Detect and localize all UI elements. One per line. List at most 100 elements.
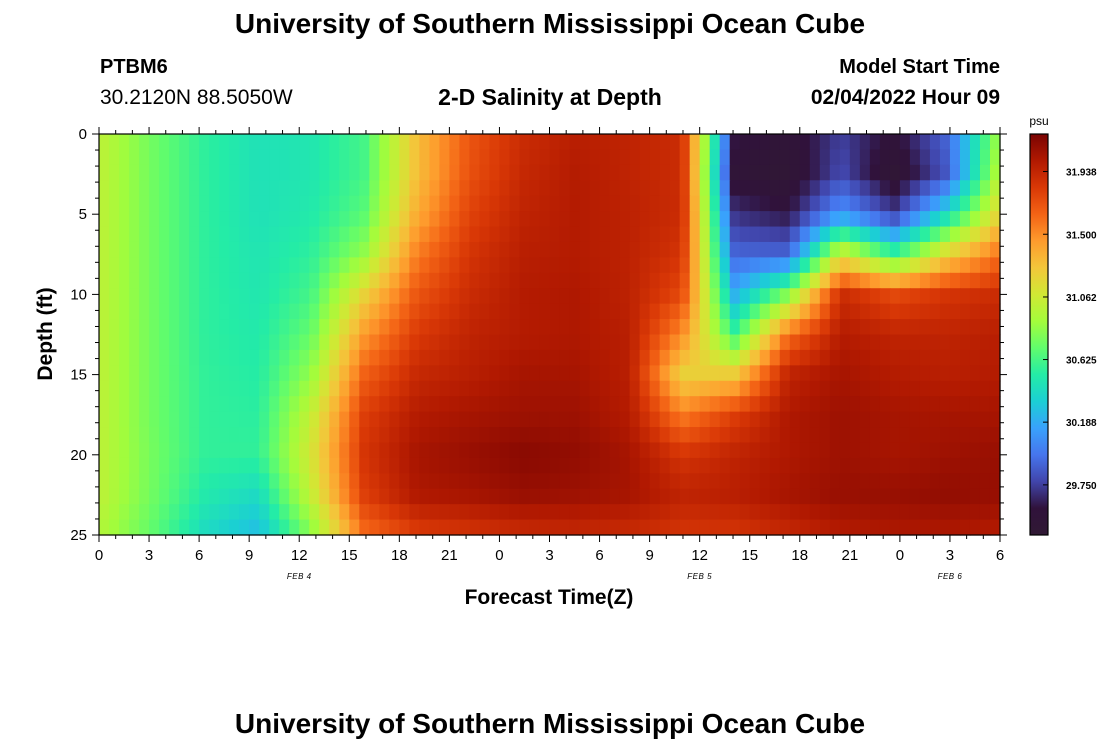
heatmap-cell [659, 411, 671, 428]
heatmap-cell [719, 272, 731, 289]
heatmap-cell [279, 442, 290, 459]
heatmap-cell [799, 457, 811, 474]
heatmap-cell [839, 396, 851, 413]
heatmap-cell [149, 349, 160, 366]
heatmap-cell [909, 257, 921, 274]
heatmap-cell [859, 195, 871, 212]
heatmap-cell [169, 457, 180, 474]
heatmap-cell [839, 272, 851, 289]
heatmap-cell [759, 396, 771, 413]
heatmap-cell [809, 303, 821, 320]
heatmap-cell [299, 488, 310, 505]
heatmap-cell [99, 149, 110, 166]
heatmap-cell [659, 303, 671, 320]
heatmap-cell [479, 396, 491, 413]
heatmap-cell [629, 349, 641, 366]
heatmap-cell [569, 180, 581, 197]
heatmap-cell [469, 504, 481, 521]
heatmap-cell [719, 303, 731, 320]
heatmap-cell [549, 303, 561, 320]
heatmap-cell [689, 442, 701, 459]
heatmap-cell [549, 457, 561, 474]
heatmap-cell [119, 442, 130, 459]
heatmap-cell [439, 519, 450, 536]
heatmap-cell [419, 504, 430, 521]
heatmap-cell [409, 473, 420, 490]
heatmap-cell [129, 180, 140, 197]
heatmap-cell [259, 519, 270, 536]
heatmap-cell [719, 349, 731, 366]
heatmap-cell [679, 164, 691, 181]
heatmap-cell [589, 365, 601, 382]
heatmap-cell [179, 473, 190, 490]
heatmap-cell [279, 334, 290, 351]
heatmap-cell [809, 164, 821, 181]
heatmap-cell [649, 149, 661, 166]
heatmap-cell [119, 180, 130, 197]
heatmap-cell [919, 427, 931, 444]
heatmap-cell [749, 226, 761, 243]
heatmap-cell [649, 288, 661, 305]
heatmap-cell [189, 226, 200, 243]
heatmap-cell [369, 195, 380, 212]
heatmap-cell [899, 134, 911, 151]
heatmap-cell [729, 442, 741, 459]
heatmap-cell [559, 427, 571, 444]
heatmap-cell [279, 149, 290, 166]
heatmap-cell [839, 488, 851, 505]
heatmap-cell [979, 241, 991, 258]
heatmap-cell [979, 334, 991, 351]
heatmap-cell [889, 519, 901, 536]
heatmap-cell [559, 473, 571, 490]
heatmap-cell [489, 134, 501, 151]
heatmap-cell [919, 411, 931, 428]
heatmap-cell [689, 473, 701, 490]
heatmap-cell [779, 349, 791, 366]
heatmap-cell [219, 134, 230, 151]
heatmap-cell [499, 411, 511, 428]
heatmap-cell [469, 211, 481, 228]
heatmap-cell [469, 149, 481, 166]
heatmap-cell [969, 442, 981, 459]
heatmap-cell [979, 226, 991, 243]
heatmap-cell [529, 427, 541, 444]
heatmap-cell [899, 164, 911, 181]
heatmap-cell [249, 241, 260, 258]
heatmap-cell [279, 504, 290, 521]
heatmap-cell [699, 288, 711, 305]
heatmap-cell [569, 488, 581, 505]
heatmap-cell [529, 257, 541, 274]
heatmap-cell [419, 319, 430, 336]
heatmap-cell [429, 349, 440, 366]
heatmap-cell [179, 319, 190, 336]
heatmap-cell [189, 504, 200, 521]
heatmap-cell [759, 211, 771, 228]
heatmap-cell [329, 149, 340, 166]
heatmap-cell [409, 303, 420, 320]
heatmap-cell [609, 319, 621, 336]
heatmap-cell [849, 411, 861, 428]
heatmap-cell [139, 241, 150, 258]
heatmap-cell [799, 488, 811, 505]
heatmap-cell [99, 365, 110, 382]
heatmap-cell [129, 257, 140, 274]
heatmap-cell [269, 427, 280, 444]
heatmap-cell [889, 349, 901, 366]
heatmap-cell [949, 396, 961, 413]
heatmap-cell [389, 519, 400, 536]
heatmap-cell [879, 365, 891, 382]
heatmap-cell [559, 349, 571, 366]
heatmap-cell [229, 380, 240, 397]
heatmap-cell [459, 380, 471, 397]
heatmap-cell [609, 134, 621, 151]
heatmap-cell [519, 272, 531, 289]
heatmap-cell [979, 442, 991, 459]
heatmap-cell [769, 164, 781, 181]
heatmap-cell [169, 442, 180, 459]
heatmap-cell [599, 134, 611, 151]
heatmap-cell [149, 319, 160, 336]
heatmap-cell [439, 164, 450, 181]
heatmap-cell [789, 164, 801, 181]
heatmap-cell [449, 257, 460, 274]
heatmap-cell [889, 272, 901, 289]
